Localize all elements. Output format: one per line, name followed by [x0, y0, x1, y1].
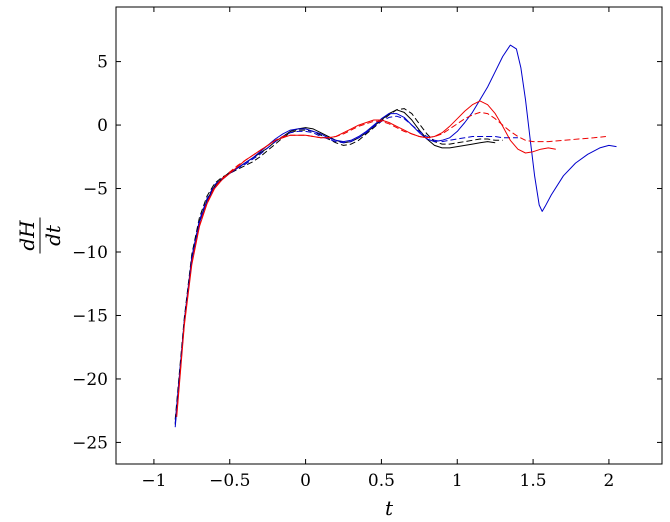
y-tick-label: −5	[83, 180, 108, 200]
y-axis-label-denominator: dt	[41, 224, 65, 246]
plot-area	[174, 44, 617, 428]
series-line-1	[174, 109, 496, 425]
y-axis: −25 −20 −15 −10 −5 0 5	[72, 53, 662, 453]
y-axis-label: dH dt	[15, 217, 65, 254]
x-tick-label: 2	[604, 471, 615, 491]
series-line-3	[174, 44, 617, 428]
x-tick-label: 1.5	[520, 471, 547, 491]
x-tick-label: 0.5	[368, 471, 395, 491]
x-tick-label: −0.5	[209, 471, 250, 491]
x-axis: −1 −0.5 0 0.5 1 1.5 2	[141, 7, 614, 491]
y-tick-label: −10	[72, 243, 108, 263]
x-axis-label: t	[385, 496, 394, 520]
y-tick-label: −20	[72, 370, 108, 390]
series-line-6	[176, 111, 606, 415]
y-tick-label: −25	[72, 433, 108, 453]
y-tick-label: 5	[97, 53, 108, 73]
series-line-4	[174, 115, 518, 424]
series-line-2	[174, 108, 503, 420]
y-tick-label: 0	[97, 116, 108, 136]
x-tick-label: 0	[300, 471, 311, 491]
y-tick-label: −15	[72, 306, 108, 326]
axes-frame	[115, 6, 663, 465]
x-tick-label: −1	[141, 471, 166, 491]
series-line-5	[176, 100, 556, 418]
x-tick-label: 1	[452, 471, 463, 491]
y-axis-label-numerator: dH	[15, 220, 39, 251]
